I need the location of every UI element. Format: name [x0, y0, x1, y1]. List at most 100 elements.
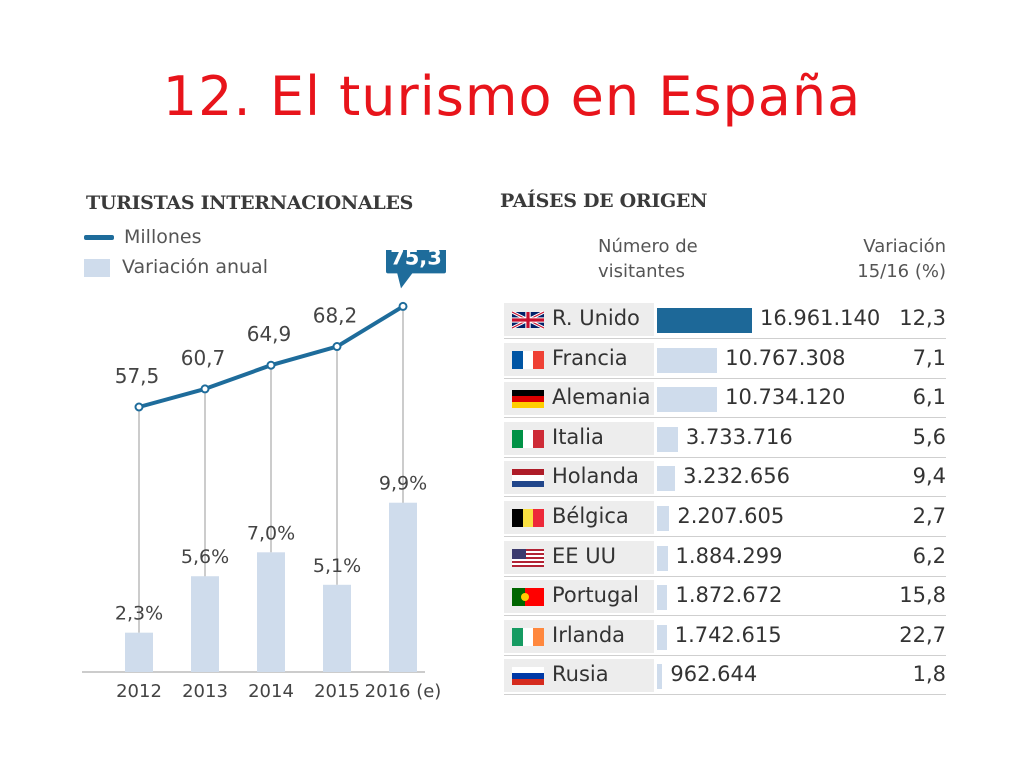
visitors-value: 10.734.120	[725, 385, 846, 410]
visitors-value: 3.733.716	[685, 424, 793, 449]
country-row: Holanda 3.232.656 9,4	[504, 458, 946, 498]
callout-box	[386, 250, 446, 274]
visitors-bar	[657, 664, 663, 690]
country-name: Francia	[552, 345, 628, 370]
chart-title-tourists: TURISTAS INTERNACIONALES	[86, 192, 414, 214]
country-name: Bélgica	[552, 504, 629, 528]
chart-title-origin: PAÍSES DE ORIGEN	[500, 190, 708, 212]
country-name: Irlanda	[552, 622, 626, 647]
usa-flag-icon	[512, 548, 544, 567]
variation-value: 2,7	[912, 504, 946, 528]
variation-value: 6,2	[912, 543, 946, 568]
country-name: Portugal	[552, 583, 639, 608]
legend-millions: Millones	[84, 226, 201, 248]
visitors-bar	[657, 585, 668, 611]
x-tick-label: 2014	[248, 681, 294, 702]
row-divider	[504, 536, 946, 537]
row-divider	[504, 694, 946, 696]
country-row: R. Unido 16.961.140 12,3	[504, 300, 946, 339]
visitors-bar	[657, 506, 670, 531]
row-divider	[504, 654, 946, 656]
italy-flag-icon	[512, 429, 544, 448]
country-row: Bélgica 2.207.605 2,7	[504, 498, 946, 537]
variation-label: 5,1%	[313, 555, 361, 577]
header-variation-line: 15/16 (%)	[857, 261, 946, 282]
millions-point	[332, 342, 342, 352]
visitors-bar	[657, 545, 668, 571]
row-divider	[504, 575, 946, 577]
visitors-bar	[657, 347, 718, 373]
visitors-value: 1.742.615	[674, 622, 782, 647]
highlight-callout: 75,3	[386, 250, 446, 289]
header-visitors: Número de visitantes	[598, 234, 698, 284]
variation-label: 7,0%	[247, 522, 295, 544]
france-flag-icon	[512, 350, 544, 369]
visitors-bar	[657, 466, 676, 492]
header-variation: Variación 15/16 (%)	[780, 234, 946, 284]
uk-flag-icon	[512, 311, 544, 329]
header-visitors-line: visitantes	[598, 261, 686, 282]
header-variation-line: Variación	[863, 236, 946, 257]
tourists-chart: 2,3% 2012 5,6% 2013 7,0% 2014 5,1% 2015 9,9% 2016…	[82, 250, 446, 702]
millions-point	[398, 301, 408, 311]
x-tick-label: 2015	[314, 681, 360, 702]
millions-point	[266, 360, 276, 370]
country-name: Rusia	[552, 662, 609, 687]
millions-label: 60,7	[181, 346, 226, 370]
variation-value: 7,1	[912, 345, 946, 370]
variation-value: 5,6	[912, 424, 946, 449]
variation-label: 5,6%	[181, 546, 229, 568]
row-divider	[504, 496, 946, 498]
callout-pointer	[397, 272, 413, 289]
visitors-value: 10.767.308	[725, 345, 846, 370]
russia-flag-icon	[512, 667, 544, 686]
variation-value: 22,7	[899, 622, 946, 647]
country-row: Alemania 10.734.120 6,1	[504, 379, 946, 419]
millions-label: 68,2	[313, 304, 358, 328]
slide-title: 12. El turismo en España	[162, 65, 862, 128]
row-divider	[504, 377, 946, 379]
row-divider	[504, 338, 946, 339]
bar-swatch-icon	[84, 258, 110, 277]
x-tick-label: 2016 (e)	[365, 681, 442, 702]
visitors-value: 16.961.140	[760, 306, 881, 330]
country-row: Italia 3.733.716 5,6	[504, 419, 946, 458]
variation-bar	[125, 632, 153, 672]
variation-label: 9,9%	[379, 473, 427, 495]
visitors-bar	[657, 426, 678, 452]
variation-value: 1,8	[912, 662, 946, 687]
country-row: Portugal 1.872.672 15,8	[504, 577, 946, 617]
country-row: Irlanda 1.742.615 22,7	[504, 617, 946, 656]
visitors-bar	[657, 624, 667, 650]
visitors-value: 3.232.656	[683, 464, 790, 489]
variation-bar	[323, 584, 351, 672]
legend-annual-variation: Variación anual	[84, 256, 268, 278]
visitors-value: 962.644	[670, 662, 758, 687]
x-tick-label: 2012	[116, 681, 162, 702]
variation-label: 2,3%	[115, 603, 163, 625]
variation-bar	[191, 576, 219, 672]
country-name: Holanda	[552, 464, 639, 489]
variation-value: 6,1	[912, 385, 946, 410]
x-tick-label: 2013	[182, 681, 228, 702]
variation-bar	[257, 552, 285, 672]
variation-value: 9,4	[912, 464, 946, 489]
variation-value: 12,3	[899, 306, 946, 330]
row-divider	[504, 417, 946, 419]
country-name: EE UU	[552, 543, 616, 568]
millions-point	[134, 402, 144, 412]
country-name: R. Unido	[552, 306, 640, 330]
country-row: Francia 10.767.308 7,1	[504, 340, 946, 379]
legend-annual-variation-label: Variación anual	[122, 256, 268, 278]
line-swatch-icon	[84, 235, 114, 240]
millions-label: 57,5	[115, 364, 160, 388]
belgium-flag-icon	[512, 509, 544, 527]
portugal-flag-icon	[512, 588, 544, 607]
netherlands-flag-icon	[512, 469, 544, 488]
millions-point	[200, 384, 210, 394]
row-divider	[504, 615, 946, 617]
visitors-value: 1.872.672	[675, 583, 783, 608]
ireland-flag-icon	[512, 627, 544, 646]
millions-label: 64,9	[247, 322, 292, 346]
country-row: Rusia 962.644 1,8	[504, 656, 946, 696]
